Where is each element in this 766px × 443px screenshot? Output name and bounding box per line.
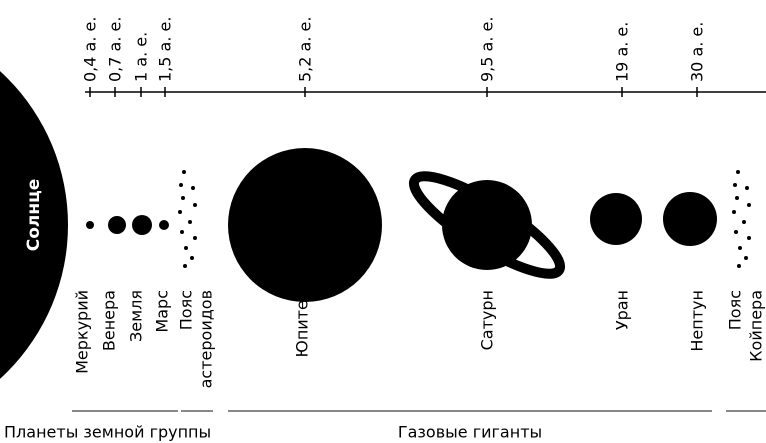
group-label: Планеты земной группы — [4, 423, 211, 442]
belt-name: Койпера — [747, 290, 766, 362]
distance-label: 0,4 а. е. — [81, 17, 100, 82]
earth — [132, 215, 152, 235]
distance-label: 5,2 а. е. — [296, 17, 315, 82]
planet-name: Земля — [127, 290, 146, 342]
sun — [0, 71, 68, 379]
uranus — [590, 193, 642, 245]
planet-name: Уран — [613, 290, 632, 330]
distance-label: 1 а. е. — [132, 32, 151, 82]
asteroid-belt — [178, 170, 197, 268]
planet-name: Марс — [153, 290, 172, 333]
venus — [108, 216, 126, 234]
neptune — [663, 192, 717, 246]
distance-label: 30 а. е. — [688, 22, 707, 82]
distance-label: 9,5 а. е. — [478, 17, 497, 82]
mars — [159, 220, 169, 230]
belt-name: Пояс — [177, 290, 196, 330]
sun-label: Солнце — [24, 179, 44, 251]
distance-label: 0,7 а. е. — [106, 17, 125, 82]
belt-name: Пояс — [726, 290, 745, 330]
distance-label: 1,5 а. е. — [156, 17, 175, 82]
saturn — [442, 180, 532, 270]
planets — [86, 148, 717, 302]
planet-name: Венера — [100, 290, 119, 351]
planet-name: Нептун — [688, 290, 707, 352]
planet-name: Сатурн — [478, 290, 497, 350]
group-label: Газовые гиганты — [398, 423, 542, 442]
planet-name: Меркурий — [73, 290, 92, 374]
planet-name: Юпитер — [293, 290, 312, 357]
mercury — [86, 221, 94, 229]
ticks — [89, 87, 698, 97]
distance-label: 19 а. е. — [613, 22, 632, 82]
belt-name: астероидов — [197, 290, 216, 388]
jupiter — [228, 148, 382, 302]
kuiper-belt — [732, 170, 751, 268]
